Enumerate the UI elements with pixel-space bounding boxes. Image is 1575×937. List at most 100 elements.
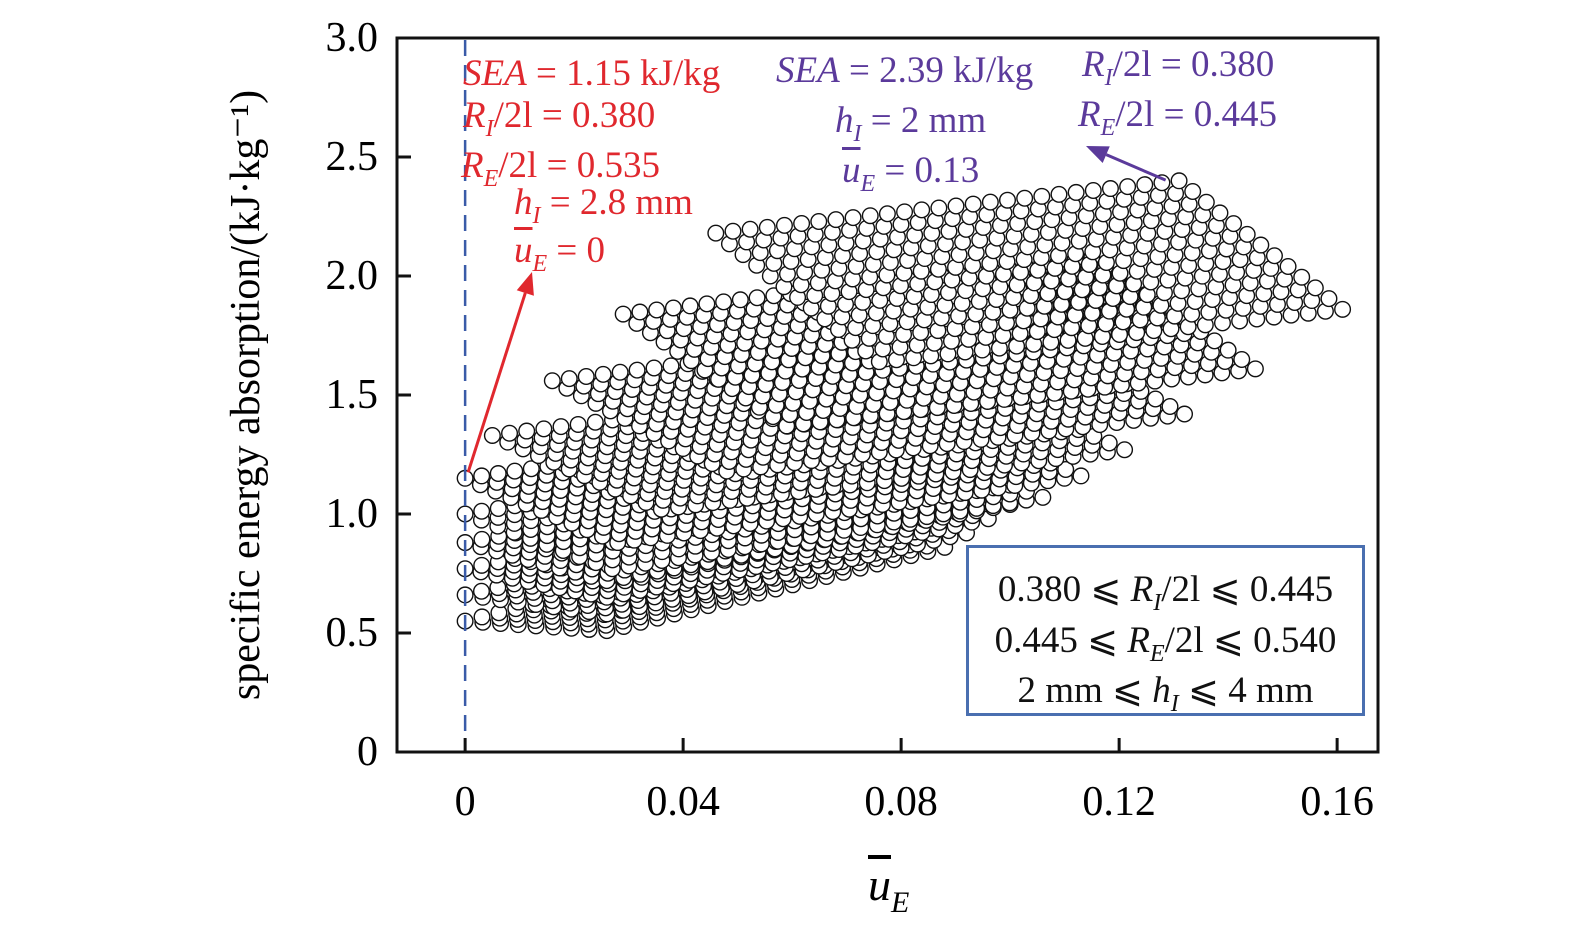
sub: E (532, 251, 548, 277)
var: R (463, 95, 486, 136)
sub: I (1104, 65, 1113, 91)
var: h (514, 182, 533, 223)
data-point (1306, 279, 1324, 297)
data-point (1252, 236, 1270, 254)
max-annotation-sea: SEA = 2.39 kJ/kg (776, 52, 1033, 89)
sub: I (1153, 590, 1162, 616)
data-point (648, 301, 666, 319)
data-point (964, 195, 982, 213)
data-point (1279, 257, 1297, 275)
max-annotation-hi: hI = 2 mm (835, 100, 986, 146)
value: = 1.15 kJ/kg (526, 53, 721, 94)
data-point (1057, 460, 1075, 478)
data-point (715, 293, 733, 311)
data-point (1116, 441, 1134, 459)
data-point (522, 460, 540, 478)
var: SEA (776, 50, 840, 91)
data-point (1205, 332, 1223, 350)
x-tick-label: 0.04 (646, 779, 720, 825)
data-point (535, 420, 553, 438)
value: /2l = 0.380 (493, 95, 656, 136)
sub: E (483, 166, 499, 192)
min-annotation-ri: RI/2l = 0.380 (463, 95, 656, 141)
y-tick-label: 0.5 (325, 610, 379, 656)
y-tick-label: 1.0 (325, 491, 379, 537)
max-annotation-ue: uE = 0.13 (842, 150, 980, 196)
data-point (1101, 180, 1119, 198)
var: R (1130, 569, 1154, 610)
data-point (724, 222, 742, 240)
min-annotation-ue: uE = 0 (514, 232, 605, 276)
range-re: 0.445 ⩽ RE/2l ⩽ 0.540 (969, 618, 1362, 667)
value: /2l = 0.380 (1112, 44, 1275, 85)
min-point-arrow (466, 272, 534, 473)
data-point (1184, 183, 1202, 201)
var: R (461, 145, 484, 186)
lower: 0.380 ⩽ (997, 569, 1131, 610)
data-point (489, 500, 507, 518)
data-point (473, 502, 491, 520)
points-layer (456, 172, 1352, 640)
data-point (1161, 398, 1179, 416)
data-point (586, 413, 604, 431)
data-point (473, 608, 491, 626)
var: u (842, 150, 861, 191)
data-point (594, 365, 612, 383)
data-point (981, 193, 999, 211)
lower: 2 mm ⩽ (1017, 670, 1153, 711)
data-point (1225, 215, 1243, 233)
data-point (1016, 189, 1034, 207)
data-point (930, 199, 948, 217)
data-point (552, 418, 570, 436)
data-point (628, 361, 646, 379)
sub: E (1100, 115, 1116, 141)
data-point (1136, 176, 1154, 194)
upper: ⩽ 4 mm (1178, 670, 1314, 711)
data-point (758, 218, 776, 236)
x-tick-label: 0.16 (1300, 779, 1374, 825)
x-axis-label: uE (868, 858, 909, 919)
data-point (775, 216, 793, 234)
max-point-arrow (1086, 146, 1167, 182)
data-point (947, 197, 965, 215)
data-point (1084, 181, 1102, 199)
sub: I (853, 121, 862, 147)
var: h (835, 100, 854, 141)
value: /2l = 0.445 (1115, 94, 1277, 135)
value: /2l = 0.535 (498, 145, 660, 186)
data-point (1233, 350, 1251, 368)
data-point (1034, 488, 1052, 506)
data-point (1033, 187, 1051, 205)
y-tick-label: 3.0 (325, 15, 379, 61)
data-point (1238, 225, 1256, 243)
min-annotation-sea: SEA = 1.15 kJ/kg (463, 55, 720, 92)
data-point (473, 467, 491, 485)
var: u (868, 859, 891, 910)
data-point (489, 465, 507, 483)
min-annotation-hi: hI = 2.8 mm (514, 182, 693, 228)
data-point (664, 299, 682, 317)
sub: E (860, 171, 876, 197)
data-point (1334, 300, 1352, 318)
var: h (1152, 670, 1171, 711)
var: R (1127, 620, 1150, 661)
data-point (748, 289, 766, 307)
data-point (1119, 178, 1137, 196)
data-point (501, 424, 519, 442)
axis-ticks (397, 36, 1339, 754)
var: R (1078, 94, 1101, 135)
var: SEA (463, 53, 527, 94)
data-point (1067, 183, 1085, 201)
data-point (473, 530, 491, 548)
value: = 0.13 (875, 150, 980, 191)
x-tick-label: 0.12 (1082, 779, 1156, 825)
data-point (731, 291, 749, 309)
y-axis-label: specific energy absorption/(kJ·kg⁻¹) (223, 89, 269, 701)
sub: I (532, 203, 541, 229)
data-point (645, 359, 663, 377)
data-point (1211, 204, 1229, 222)
data-point (999, 191, 1017, 209)
range-ri: 0.380 ⩽ RI/2l ⩽ 0.445 (969, 567, 1362, 616)
parameter-range-box: 0.380 ⩽ RI/2l ⩽ 0.445 0.445 ⩽ RE/2l ⩽ 0.… (966, 545, 1365, 717)
data-point (1146, 390, 1164, 408)
